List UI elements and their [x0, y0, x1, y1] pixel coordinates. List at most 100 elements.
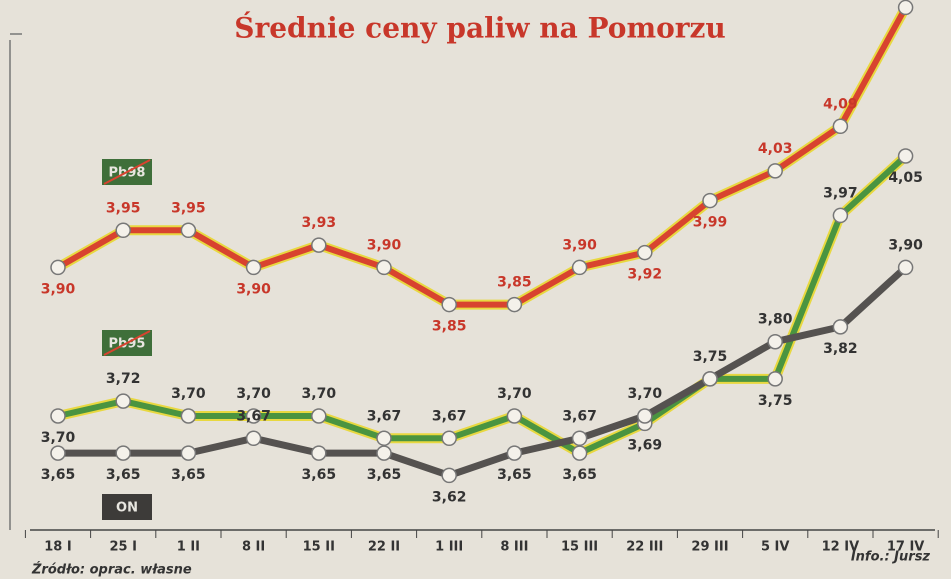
- value-label: 3,72: [106, 371, 141, 387]
- point: [376, 445, 392, 461]
- value-label: 4,09: [823, 96, 858, 112]
- value-label: 3,70: [236, 386, 271, 402]
- value-label: 3,65: [497, 467, 532, 483]
- point: [311, 237, 327, 253]
- value-label: 3,85: [432, 319, 467, 335]
- value-label: 3,65: [171, 467, 206, 483]
- legend-box: [102, 494, 152, 520]
- value-label: 3,67: [367, 408, 402, 424]
- x-tick-label: 17 IV: [887, 540, 925, 555]
- point: [245, 259, 262, 276]
- point: [115, 445, 131, 461]
- value-label: 3,82: [823, 341, 858, 357]
- point: [832, 319, 849, 335]
- point: [311, 408, 327, 424]
- x-tick-label: 15 II: [303, 540, 335, 555]
- point: [311, 445, 327, 461]
- point: [245, 408, 262, 424]
- value-label: 3,70: [628, 386, 663, 402]
- legend-strike: [103, 330, 151, 356]
- value-label: 3,62: [432, 489, 467, 505]
- x-tick-label: 25 I: [109, 540, 136, 555]
- point: [506, 445, 523, 461]
- value-label: 3,90: [562, 237, 597, 253]
- value-label: 3,95: [106, 200, 141, 216]
- point: [832, 118, 849, 135]
- point: [702, 371, 718, 387]
- point: [115, 393, 131, 409]
- point: [637, 408, 653, 424]
- point: [441, 467, 457, 484]
- value-label: 3,70: [171, 386, 206, 402]
- point: [571, 445, 588, 461]
- legend-item: Pb98: [102, 159, 152, 185]
- value-label: 4,03: [758, 141, 793, 157]
- point: [506, 296, 523, 313]
- point: [50, 445, 66, 461]
- x-tick-label: 18 I: [44, 540, 71, 555]
- value-label: 3,90: [236, 281, 271, 297]
- value-label: 3,92: [628, 267, 663, 283]
- value-label: 4,05: [888, 170, 923, 186]
- line: [58, 264, 908, 479]
- point: [897, 0, 914, 16]
- source: Źródło: oprac. własne: [31, 562, 192, 578]
- value-label: 3,93: [302, 215, 337, 231]
- x-tick-label: 12 IV: [822, 540, 860, 555]
- point: [767, 371, 783, 387]
- point: [245, 430, 262, 447]
- value-label: 3,99: [693, 215, 728, 231]
- point: [897, 148, 914, 164]
- value-label: 3,67: [236, 408, 271, 424]
- point: [115, 222, 131, 239]
- value-label: 3,75: [758, 393, 793, 409]
- value-label: 3,80: [758, 312, 793, 328]
- point: [832, 207, 849, 224]
- value-label: 3,95: [171, 200, 206, 216]
- point: [180, 222, 197, 239]
- value-label: 3,67: [562, 408, 597, 424]
- point: [897, 259, 914, 276]
- value-label: 3,90: [41, 281, 76, 297]
- point: [441, 430, 457, 447]
- point: [506, 408, 523, 424]
- value-label: 3,65: [302, 467, 337, 483]
- x-tick-label: 15 III: [561, 540, 598, 555]
- value-label: 3,65: [367, 467, 402, 483]
- value-label: 3,65: [41, 467, 76, 483]
- point: [571, 259, 588, 276]
- value-label: 3,67: [432, 408, 467, 424]
- point: [376, 259, 392, 276]
- point: [441, 296, 457, 313]
- x-tick-label: 22 III: [626, 540, 663, 555]
- point: [376, 430, 392, 447]
- legend-label: ON: [116, 501, 138, 516]
- value-label: 3,65: [562, 467, 597, 483]
- point: [571, 430, 588, 447]
- value-label: 3,97: [823, 185, 858, 201]
- line: [57, 153, 908, 457]
- legend-strike: [103, 159, 151, 185]
- frame: [9, 33, 22, 530]
- x-tick-label: 1 II: [177, 540, 200, 555]
- x-tick-label: 29 III: [691, 540, 728, 555]
- x-tick-label: 8 III: [500, 540, 528, 555]
- value-label: 3,85: [497, 275, 532, 291]
- value-label: 3,69: [628, 437, 663, 453]
- point: [702, 192, 718, 209]
- point: [50, 408, 66, 424]
- value-label: 3,70: [302, 386, 337, 402]
- x-tick-label: 5 IV: [761, 540, 789, 555]
- value-label: 3,90: [888, 237, 923, 253]
- value-label: 3,70: [497, 386, 532, 402]
- x-tick-label: 1 III: [435, 540, 463, 555]
- value-label: 3,70: [41, 430, 76, 446]
- point: [180, 445, 197, 461]
- point: [767, 163, 783, 179]
- legend-item: ON: [102, 494, 152, 520]
- chart-title: Średnie ceny paliw na Pomorzu: [234, 11, 726, 45]
- value-label: 3,90: [367, 237, 402, 253]
- legend-item: Pb95: [102, 330, 152, 356]
